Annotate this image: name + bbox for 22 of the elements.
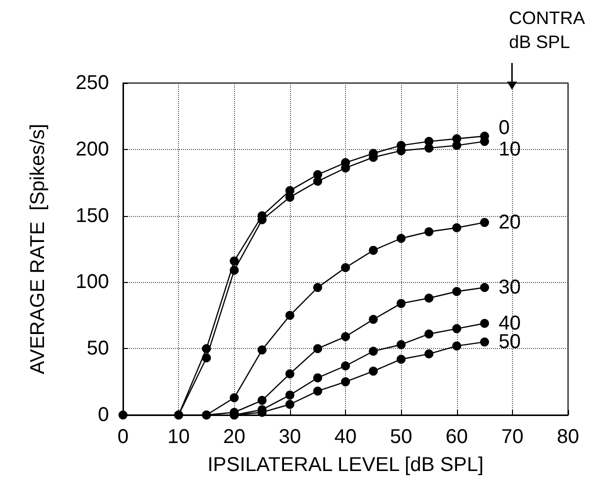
x-tick-label: 60 [446, 426, 468, 448]
y-tick-label: 50 [86, 338, 109, 360]
series-label: 30 [498, 276, 521, 299]
y-tick-label: 250 [76, 72, 109, 94]
y-tick-label: 0 [98, 404, 109, 426]
y-tick-label: 100 [76, 271, 109, 294]
y-tick-label: 150 [76, 204, 109, 227]
y-axis-title: AVERAGE RATE [Spikes/s] [27, 124, 49, 374]
x-tick-label: 50 [390, 426, 412, 448]
series-label: 20 [498, 211, 521, 234]
series-label: 10 [498, 138, 521, 160]
x-tick-label: 0 [117, 426, 129, 448]
x-tick-label: 30 [278, 426, 301, 448]
y-tick-label: 200 [76, 138, 109, 160]
x-tick-label: 10 [168, 426, 190, 448]
x-tick-label: 70 [501, 426, 524, 448]
x-tick-label: 40 [334, 426, 357, 448]
x-tick-label: 80 [556, 426, 580, 448]
text: CONTRA dB SPL [509, 8, 585, 52]
x-axis-title: IPSILATERAL LEVEL [dB SPL] [207, 454, 484, 476]
series-label: 0 [498, 117, 510, 140]
x-tick-label: 20 [223, 426, 246, 448]
